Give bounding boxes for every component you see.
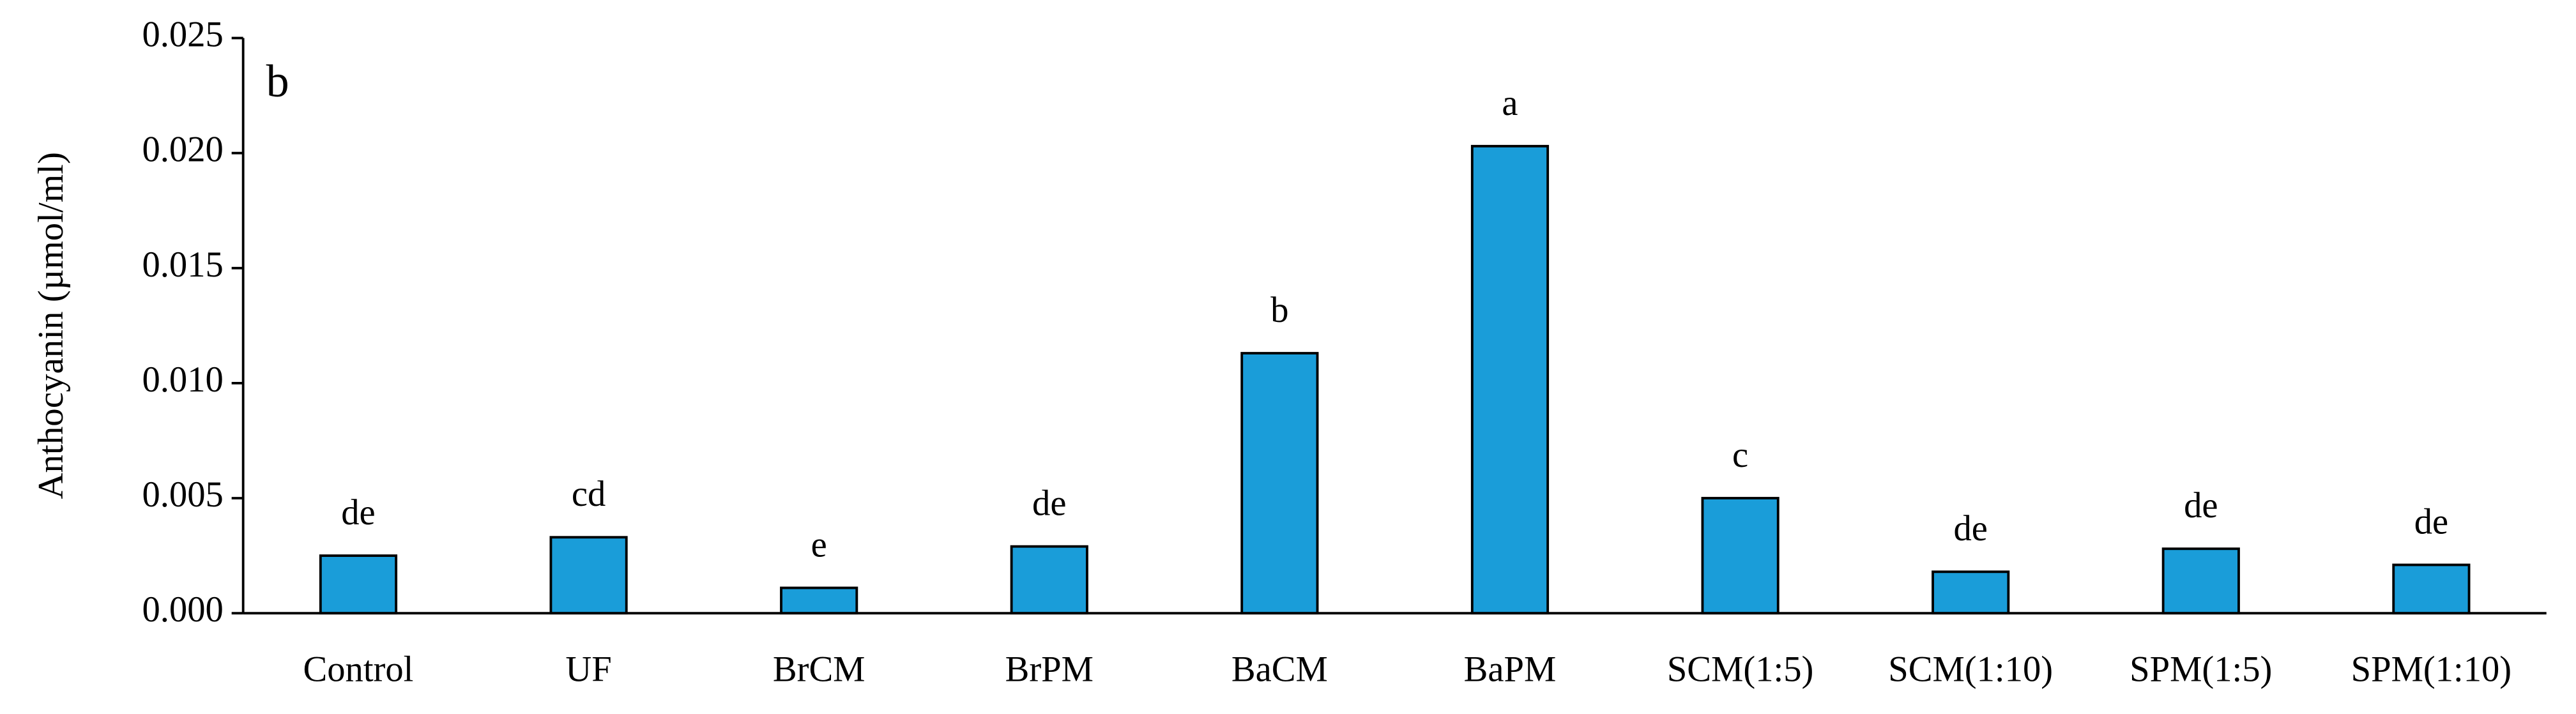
bar (1010, 545, 1088, 615)
bar (1701, 497, 1780, 615)
bar (2161, 547, 2240, 615)
bar (1240, 352, 1319, 615)
x-tick-label: BaPM (1464, 649, 1557, 689)
significance-letter: a (1502, 83, 1518, 123)
x-tick-label: SCM(1:5) (1667, 649, 1813, 689)
x-tick-label: Control (303, 649, 414, 689)
significance-letter: b (1270, 290, 1288, 330)
bar (1932, 570, 2010, 615)
significance-letter: e (811, 524, 827, 565)
x-tick-label: UF (565, 649, 611, 689)
y-tick-label: 0.000 (142, 589, 224, 630)
bar (319, 554, 398, 615)
bar (2392, 563, 2471, 615)
significance-letter: de (2184, 485, 2218, 526)
y-tick-label: 0.010 (142, 360, 224, 400)
x-tick-label: BrPM (1005, 649, 1094, 689)
x-tick-label: BrCM (773, 649, 865, 689)
x-tick-label: SPM(1:10) (2351, 649, 2512, 689)
y-axis-label: Anthocyanin (µmol/ml) (31, 152, 71, 499)
y-tick-label: 0.015 (142, 245, 224, 285)
y-tick-label: 0.020 (142, 130, 224, 170)
bar (549, 536, 628, 615)
bar (1470, 144, 1550, 615)
significance-letter: de (1953, 508, 1987, 549)
panel-label: b (266, 56, 289, 107)
significance-letter: de (1032, 483, 1066, 523)
y-tick-label: 0.025 (142, 14, 224, 54)
bar (780, 586, 858, 615)
significance-letter: c (1732, 435, 1748, 475)
y-tick-label: 0.005 (142, 475, 224, 515)
significance-letter: cd (572, 474, 606, 514)
x-tick-label: BaCM (1231, 649, 1328, 689)
x-tick-label: SCM(1:10) (1888, 649, 2053, 689)
significance-letter: de (2414, 501, 2448, 542)
significance-letter: de (341, 492, 375, 533)
x-tick-label: SPM(1:5) (2130, 649, 2272, 689)
